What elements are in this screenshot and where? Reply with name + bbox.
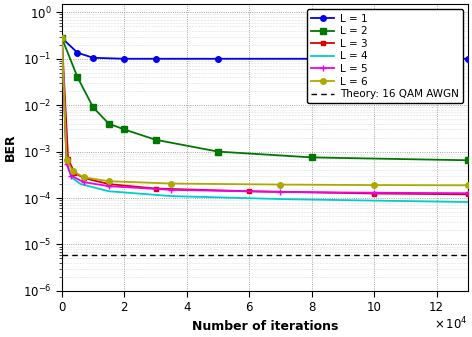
Line: L = 3: L = 3 — [60, 36, 470, 196]
L = 5 — [106, 184, 111, 188]
L = 6 — [169, 182, 174, 186]
L = 5 — [371, 191, 377, 195]
L = 3 — [81, 176, 86, 180]
L = 6 — [81, 175, 86, 179]
L = 5 — [465, 191, 471, 195]
L = 6 — [59, 36, 65, 40]
Text: $\times\,10^4$: $\times\,10^4$ — [434, 315, 468, 332]
L = 2 — [106, 122, 111, 126]
L = 1 — [90, 56, 96, 60]
L = 2 — [121, 127, 127, 131]
Line: L = 5: L = 5 — [59, 34, 472, 197]
L = 4 — [371, 198, 377, 203]
L = 6 — [70, 169, 76, 173]
L = 3 — [465, 192, 471, 196]
L = 5 — [169, 188, 174, 192]
L = 1 — [75, 51, 80, 55]
L = 4 — [278, 197, 283, 201]
L = 1 — [309, 57, 314, 61]
L = 1 — [59, 36, 65, 40]
L = 5 — [278, 190, 283, 194]
Y-axis label: BER: BER — [4, 134, 17, 161]
L = 4 — [465, 200, 471, 204]
L = 4 — [59, 36, 65, 40]
L = 5 — [59, 36, 65, 40]
L = 4 — [68, 175, 74, 179]
L = 5 — [64, 162, 69, 166]
L = 1 — [121, 57, 127, 61]
L = 2 — [309, 155, 314, 159]
L = 6 — [465, 183, 471, 187]
L = 2 — [75, 75, 80, 79]
L = 2 — [90, 105, 96, 109]
L = 4 — [169, 194, 174, 198]
L = 1 — [153, 57, 159, 61]
Line: L = 2: L = 2 — [59, 35, 471, 163]
L = 1 — [215, 57, 221, 61]
Line: L = 1: L = 1 — [59, 35, 471, 62]
L = 4 — [78, 182, 84, 186]
L = 3 — [153, 186, 159, 190]
Theory: 16 QAM AWGN: (0, 6e-06): 16 QAM AWGN: (0, 6e-06) — [59, 253, 65, 257]
L = 5 — [68, 174, 74, 178]
Theory: 16 QAM AWGN: (1, 6e-06): 16 QAM AWGN: (1, 6e-06) — [59, 253, 65, 257]
L = 3 — [72, 171, 77, 175]
L = 2 — [59, 36, 65, 40]
L = 5 — [81, 180, 86, 184]
L = 3 — [246, 189, 252, 193]
Line: L = 4: L = 4 — [62, 38, 468, 202]
L = 3 — [59, 36, 65, 40]
L = 4 — [106, 189, 111, 193]
Line: L = 6: L = 6 — [59, 35, 471, 188]
Legend: L = 1, L = 2, L = 3, L = 4, L = 5, L = 6, Theory: 16 QAM AWGN: L = 1, L = 2, L = 3, L = 4, L = 5, L = 6… — [307, 9, 463, 103]
L = 6 — [278, 183, 283, 187]
L = 3 — [371, 191, 377, 195]
L = 3 — [65, 157, 71, 161]
L = 4 — [64, 160, 69, 164]
L = 2 — [153, 138, 159, 142]
L = 6 — [371, 183, 377, 187]
L = 2 — [465, 158, 471, 162]
L = 1 — [465, 57, 471, 61]
L = 3 — [106, 182, 111, 186]
L = 6 — [106, 179, 111, 183]
X-axis label: Number of iterations: Number of iterations — [192, 320, 338, 333]
L = 2 — [215, 150, 221, 154]
L = 6 — [64, 158, 69, 162]
